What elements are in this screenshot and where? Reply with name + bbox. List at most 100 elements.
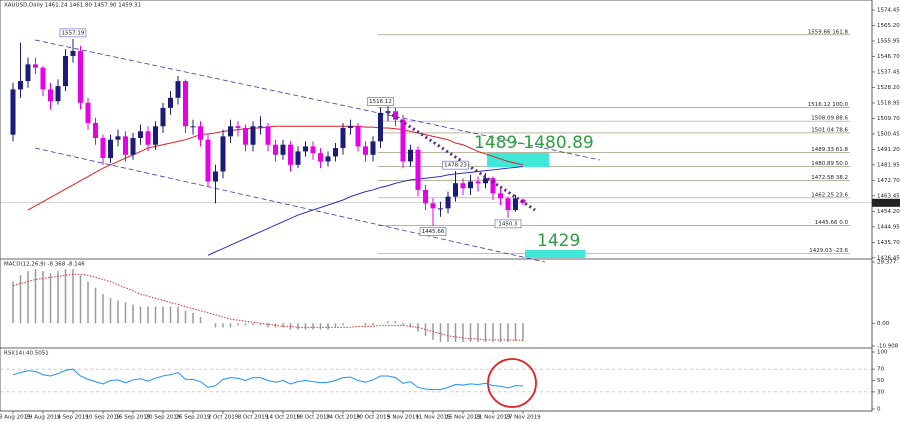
current-price-label: 1459.31 — [875, 200, 898, 206]
candle-body — [235, 126, 241, 128]
fib-label: 1472.58 38.2 — [811, 175, 848, 181]
candle-body — [303, 146, 308, 152]
candle-body — [168, 97, 173, 108]
macd-bar — [102, 294, 104, 324]
macd-bar — [162, 306, 164, 324]
candle-body — [33, 64, 38, 68]
candle-body — [340, 127, 346, 149]
candle-body — [378, 112, 383, 142]
candle-body — [475, 181, 481, 184]
macd-bar — [439, 323, 442, 343]
x-tick-label: 23 Aug 2019 — [0, 415, 31, 421]
x-tick-label: 11 Nov 2019 — [415, 415, 451, 421]
candle-body — [25, 64, 31, 82]
macd-bar — [49, 273, 52, 324]
y-tick-label: 1528.20 — [877, 85, 900, 91]
candle-body — [250, 126, 256, 145]
price-annotation-box — [367, 97, 394, 106]
highlight-circle — [487, 358, 537, 408]
candle-body — [310, 146, 316, 154]
channel-line — [34, 39, 601, 161]
x-tick-label: 26 Sep 2019 — [176, 415, 211, 421]
y-tick-label: -10.908 — [877, 344, 899, 350]
macd-bar — [297, 323, 299, 330]
macd-bar — [334, 323, 337, 328]
candle-body — [295, 151, 301, 165]
x-tick-label: 16 Sep 2019 — [116, 415, 151, 421]
fib-label: 1559.66 161.8 — [808, 29, 849, 35]
y-tick-label: 1426.45 — [877, 255, 900, 261]
x-tick-label: 14 Oct 2019 — [266, 415, 301, 421]
macd-bar — [237, 323, 239, 326]
candle-body — [85, 102, 91, 123]
macd-bar — [139, 306, 142, 324]
macd-bar — [252, 323, 254, 326]
candle-body — [153, 126, 158, 145]
y-tick-label: 1491.20 — [877, 147, 900, 153]
fib-label: 1429.03 -23.6 — [809, 248, 848, 254]
candle-body — [70, 50, 76, 56]
macd-bar — [462, 323, 464, 343]
x-tick-label: 24 Oct 2019 — [326, 415, 361, 421]
macd-bar — [72, 269, 74, 324]
candle-body — [10, 89, 16, 135]
candle-body — [48, 89, 53, 102]
macd-bar — [184, 310, 187, 324]
fib-label: 1445.66 0.0 — [815, 220, 849, 226]
price-annotation-box — [419, 227, 447, 236]
macd-bar — [222, 323, 224, 328]
candle-body — [318, 153, 323, 162]
candle-body — [93, 122, 98, 139]
candle-body — [468, 181, 473, 189]
macd-bar — [244, 323, 247, 326]
candle-body — [175, 81, 181, 98]
candle-body — [280, 144, 286, 155]
price-annotation: 1478.23 — [444, 163, 467, 169]
moving-average — [27, 125, 524, 211]
macd-bar — [117, 300, 119, 324]
price-annotation: 1516.12 — [369, 99, 392, 105]
y-tick-label: 1546.70 — [877, 54, 900, 60]
macd-bar — [64, 269, 67, 324]
candle-body — [265, 126, 271, 145]
zone-label: 1429 — [537, 231, 580, 251]
macd-bar — [124, 302, 127, 324]
candle-body — [333, 148, 338, 157]
macd-bar — [19, 275, 22, 324]
x-tick-label: 27 Nov 2019 — [505, 415, 541, 421]
candle-body — [55, 86, 61, 102]
candle-body — [130, 138, 136, 155]
candle-body — [183, 81, 188, 127]
target-zone — [487, 153, 549, 167]
y-tick-label: 1472.70 — [877, 178, 900, 184]
y-tick-label: 29.377 — [877, 260, 897, 266]
macd-bar — [94, 287, 97, 324]
target-zone — [525, 250, 585, 258]
y-tick-label: 1435.70 — [877, 240, 900, 246]
macd-bar — [469, 323, 472, 343]
candle-body — [490, 178, 496, 194]
macd-bar — [402, 323, 404, 326]
x-tick-label: 5 Nov 2019 — [387, 415, 419, 421]
current-price-tag — [872, 198, 900, 207]
candle-body — [505, 198, 511, 211]
y-tick-label: 0.00 — [877, 321, 890, 327]
y-tick-label: 50 — [877, 378, 884, 384]
candle-body — [160, 107, 166, 127]
candle-body — [423, 189, 428, 204]
channel-line — [34, 147, 546, 263]
zone-label: 1489-1480.89 — [474, 133, 594, 153]
candle-body — [370, 141, 376, 155]
macd-bar — [12, 281, 14, 324]
x-tick-label: 8 Oct 2019 — [238, 415, 269, 421]
candle-body — [138, 131, 143, 139]
y-tick-label: 1481.95 — [877, 162, 900, 168]
candle-body — [498, 193, 503, 199]
candle-body — [445, 196, 451, 209]
macd-bar — [87, 281, 89, 324]
candle-body — [438, 208, 443, 210]
macd-bar — [372, 323, 374, 326]
y-tick-label: 70 — [877, 367, 884, 373]
macd-bar — [267, 323, 269, 328]
